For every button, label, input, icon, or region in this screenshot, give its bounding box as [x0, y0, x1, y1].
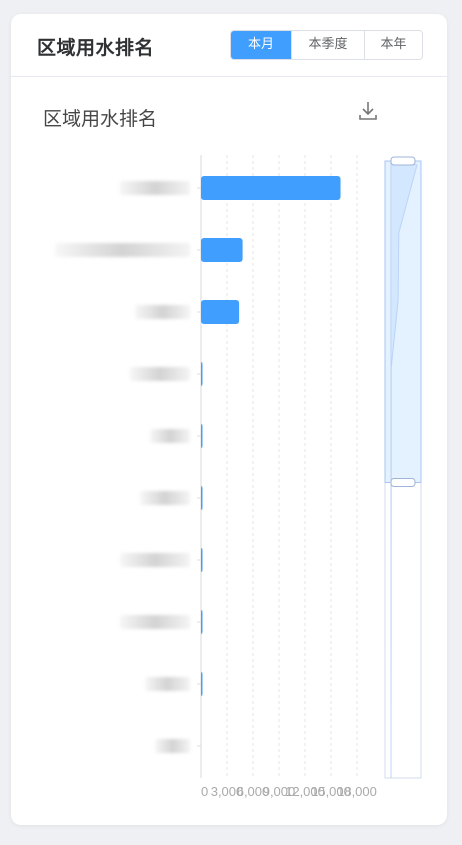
- datazoom-handle-top[interactable]: [390, 156, 416, 166]
- x-tick-label: 18,000: [337, 784, 377, 799]
- category-label: [120, 553, 190, 567]
- category-label: [135, 305, 190, 319]
- bar[interactable]: [201, 238, 243, 262]
- bar[interactable]: [201, 424, 203, 448]
- bar[interactable]: [201, 486, 203, 510]
- category-label: [120, 181, 190, 195]
- datazoom-handle-bottom[interactable]: [390, 478, 416, 487]
- category-label: [140, 491, 190, 505]
- bar[interactable]: [201, 362, 203, 386]
- card-header: 区域用水排名 本月 本季度 本年: [11, 14, 447, 77]
- category-label: [145, 677, 190, 691]
- x-tick-label: 12,000: [285, 784, 325, 799]
- bar[interactable]: [201, 548, 203, 572]
- x-tick-label: 6,000: [237, 784, 270, 799]
- x-tick-label: 3,000: [211, 784, 244, 799]
- period-selector: 本月 本季度 本年: [230, 30, 423, 60]
- category-label: [155, 739, 190, 753]
- category-label: [150, 429, 190, 443]
- chart-title: 区域用水排名: [43, 108, 158, 130]
- bar[interactable]: [201, 176, 341, 200]
- category-label: [130, 367, 190, 381]
- water-ranking-card: 区域用水排名 本月 本季度 本年: [11, 14, 447, 825]
- x-tick-label: 9,000: [263, 784, 296, 799]
- bar[interactable]: [201, 300, 240, 324]
- bar[interactable]: [201, 610, 203, 634]
- tab-year[interactable]: 本年: [364, 31, 422, 59]
- bar[interactable]: [201, 672, 203, 696]
- card-title: 区域用水排名: [37, 37, 155, 59]
- tab-quarter[interactable]: 本季度: [291, 31, 364, 59]
- x-tick-label: 0: [201, 784, 208, 799]
- category-label: [55, 243, 190, 257]
- x-tick-label: 15,000: [311, 784, 351, 799]
- download-icon[interactable]: [357, 100, 379, 122]
- tab-month[interactable]: 本月: [231, 31, 291, 59]
- category-label: [120, 615, 190, 629]
- datazoom-shadow: [390, 160, 418, 778]
